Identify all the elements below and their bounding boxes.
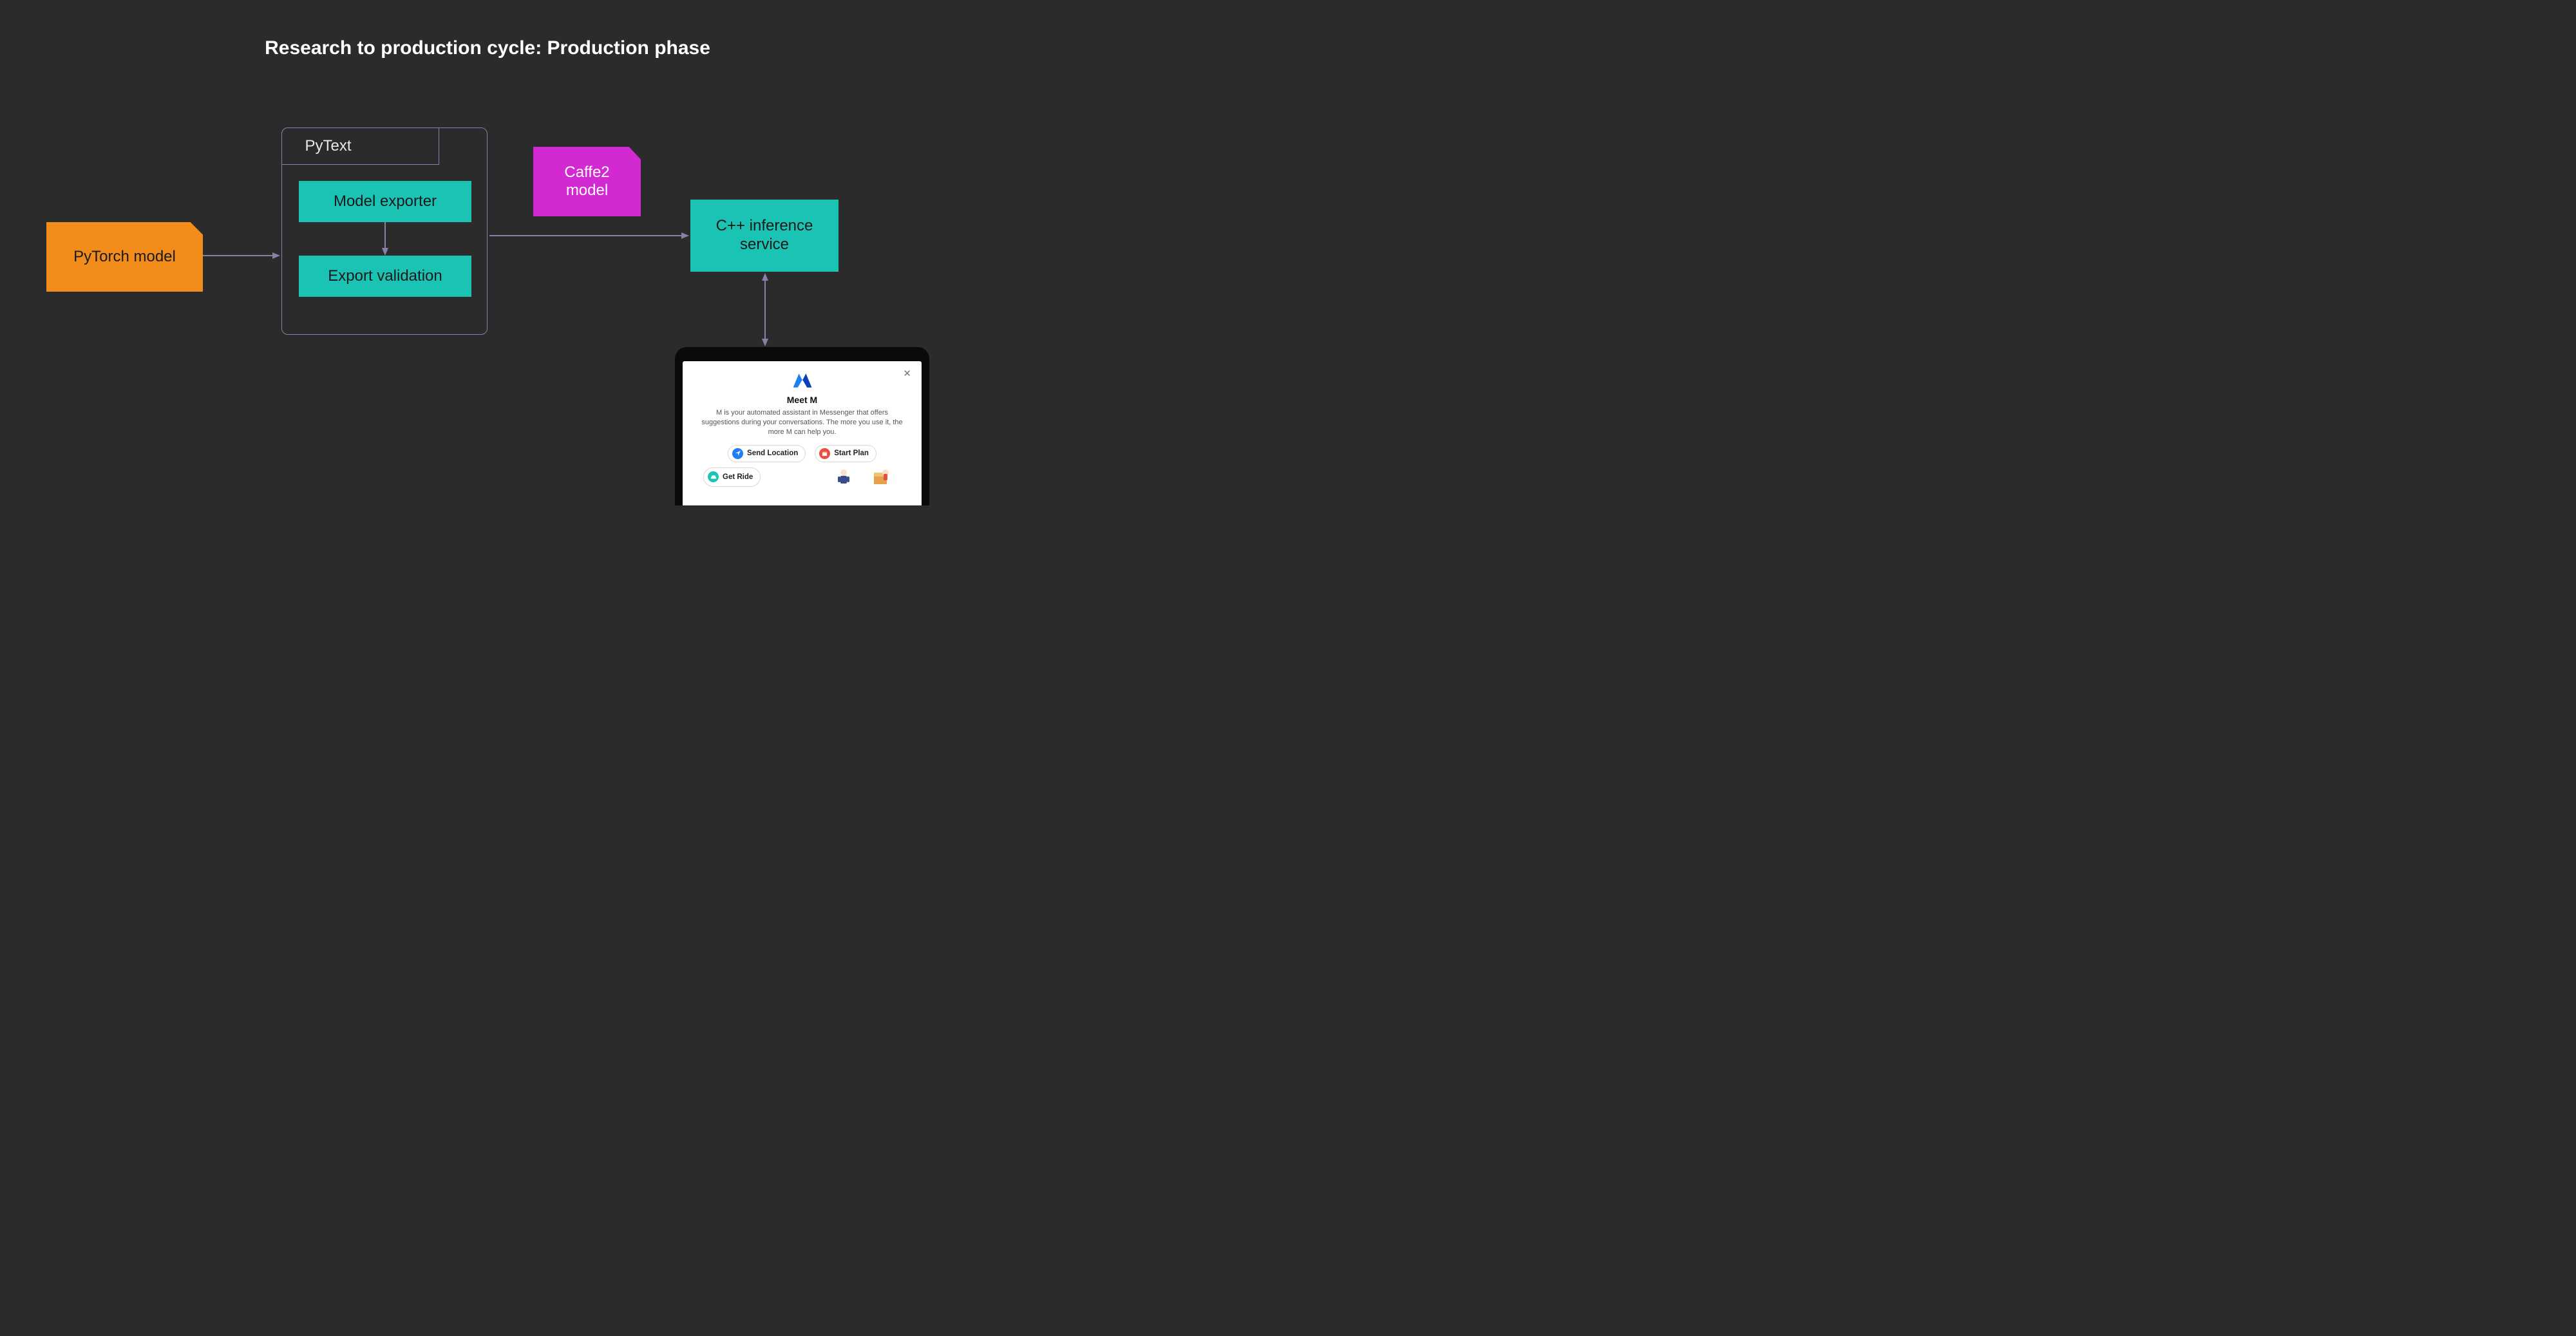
phone-card-title: Meet M bbox=[692, 395, 913, 405]
chip-row-1: Send Location Start Plan bbox=[692, 445, 913, 462]
node-pytext-container: PyText Model exporter Export validation bbox=[281, 127, 488, 335]
messenger-m-logo-icon bbox=[791, 369, 814, 392]
node-pytorch-model: PyTorch model bbox=[46, 222, 203, 292]
chip-label: Start Plan bbox=[834, 449, 869, 457]
phone-screen: ✕ Meet M M is your automated assistant i… bbox=[683, 361, 922, 505]
node-label: Model exporter bbox=[334, 193, 437, 211]
node-model-exporter: Model exporter bbox=[299, 181, 471, 222]
phone-mockup: ✕ Meet M M is your automated assistant i… bbox=[675, 347, 929, 505]
chip-get-ride: Get Ride bbox=[703, 467, 761, 487]
chip-row-2: Get Ride bbox=[692, 467, 913, 487]
location-icon bbox=[732, 448, 743, 459]
node-label: C++ inference service bbox=[690, 217, 838, 254]
chip-send-location: Send Location bbox=[728, 445, 806, 462]
close-icon: ✕ bbox=[903, 368, 911, 379]
box-illustration-icon bbox=[871, 467, 891, 487]
pytext-tab-label: PyText bbox=[281, 127, 439, 165]
calendar-icon bbox=[819, 448, 830, 459]
chip-start-plan: Start Plan bbox=[815, 445, 876, 462]
arrow-pytorch-to-pytext bbox=[203, 251, 280, 261]
chip-label: Get Ride bbox=[723, 473, 753, 481]
arrow-exporter-to-validation bbox=[380, 222, 390, 256]
node-caffe2-model: Caffe2 model bbox=[533, 147, 641, 216]
car-icon bbox=[708, 471, 719, 482]
node-label: PyTorch model bbox=[73, 248, 176, 267]
illustration-row bbox=[834, 467, 901, 487]
character-illustration-icon bbox=[834, 467, 853, 487]
chip-label: Send Location bbox=[747, 449, 798, 457]
arrow-pytext-to-cpp bbox=[489, 231, 689, 241]
arrow-cpp-to-phone bbox=[760, 273, 770, 346]
node-label: Caffe2 model bbox=[564, 164, 609, 199]
node-label: Export validation bbox=[328, 267, 442, 285]
diagram-title: Research to production cycle: Production… bbox=[0, 37, 975, 59]
node-cpp-inference-service: C++ inference service bbox=[690, 200, 838, 272]
phone-card-description: M is your automated assistant in Messeng… bbox=[692, 408, 913, 437]
node-export-validation: Export validation bbox=[299, 256, 471, 297]
